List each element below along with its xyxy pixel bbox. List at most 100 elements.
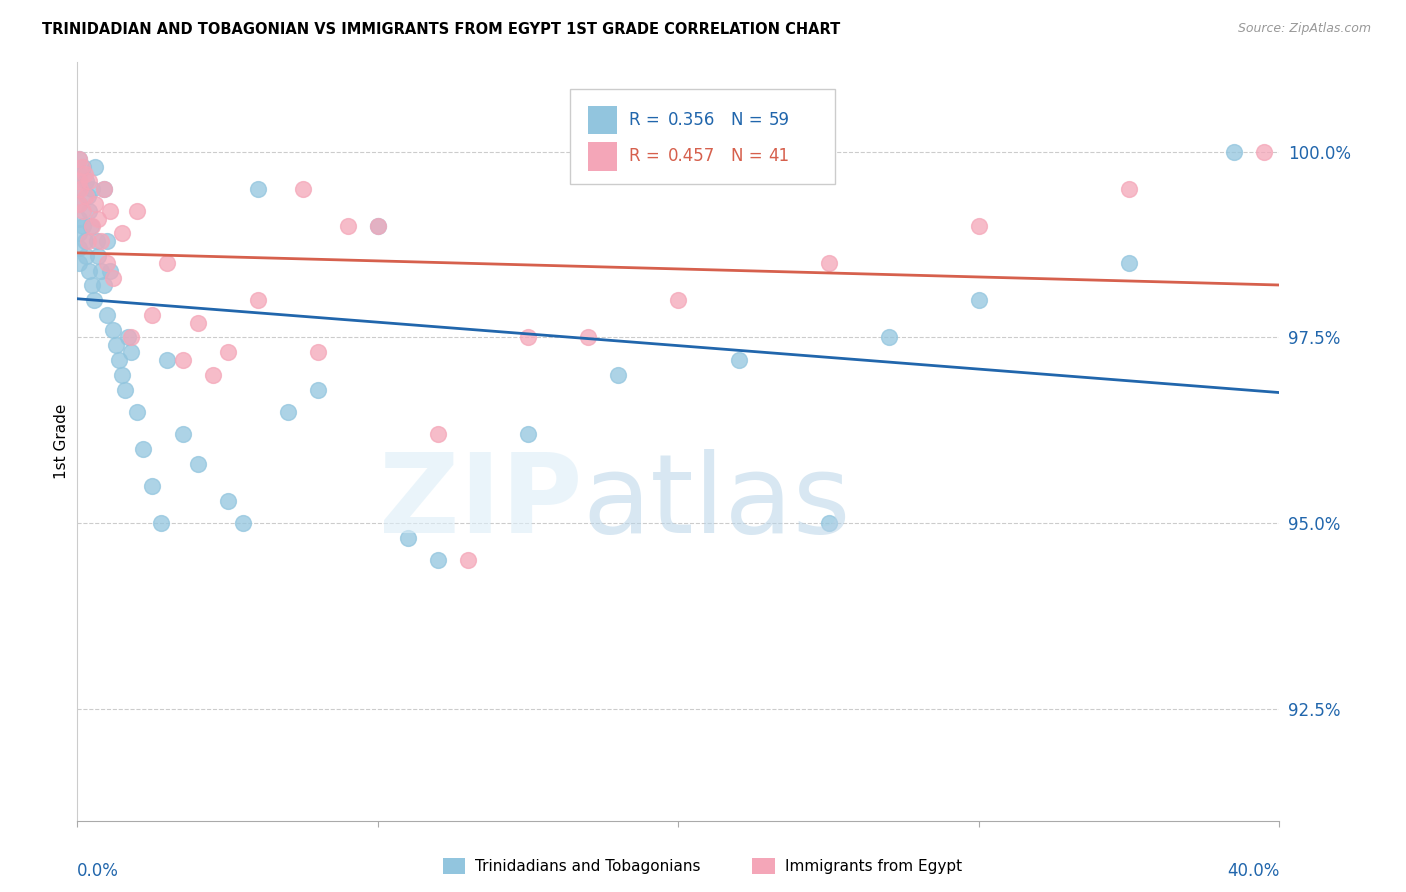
Point — [80, 219, 103, 233]
Point — [96, 256, 118, 270]
Point — [83, 293, 105, 308]
Point — [186, 316, 209, 330]
Point — [367, 219, 389, 233]
Point — [156, 352, 179, 367]
Point — [967, 219, 990, 233]
Point — [120, 345, 142, 359]
Point — [291, 182, 314, 196]
Point — [87, 211, 110, 226]
Point — [103, 323, 125, 337]
Point — [67, 196, 90, 211]
Point — [1223, 145, 1246, 159]
Text: Source: ZipAtlas.com: Source: ZipAtlas.com — [1237, 22, 1371, 36]
Point — [67, 196, 90, 211]
Text: N =: N = — [731, 147, 768, 165]
Point — [277, 405, 299, 419]
Point — [103, 271, 125, 285]
Point — [114, 383, 136, 397]
Point — [82, 278, 104, 293]
Bar — [588, 142, 617, 171]
Text: 40.0%: 40.0% — [1227, 863, 1279, 880]
Point — [67, 152, 90, 166]
Point — [877, 330, 900, 344]
Point — [70, 160, 93, 174]
Point — [93, 278, 115, 293]
Point — [87, 249, 110, 263]
Point — [82, 182, 104, 196]
Point — [817, 256, 839, 270]
Point — [67, 256, 90, 270]
Point — [307, 383, 329, 397]
Point — [336, 219, 359, 233]
Point — [427, 427, 450, 442]
Point — [100, 204, 122, 219]
Point — [172, 352, 194, 367]
Point — [156, 256, 179, 270]
Point — [67, 182, 90, 196]
Point — [246, 182, 269, 196]
Text: N =: N = — [731, 112, 768, 129]
Point — [427, 553, 450, 567]
Point — [67, 152, 90, 166]
Point — [90, 234, 112, 248]
Point — [396, 531, 419, 545]
Point — [967, 293, 990, 308]
Text: 59: 59 — [769, 112, 790, 129]
Point — [72, 219, 94, 233]
Point — [576, 330, 599, 344]
Point — [100, 263, 122, 277]
Point — [79, 174, 101, 188]
Point — [457, 553, 479, 567]
Point — [1253, 145, 1275, 159]
Point — [111, 227, 134, 241]
Point — [73, 167, 96, 181]
Point — [607, 368, 630, 382]
Point — [141, 308, 163, 322]
Point — [82, 219, 104, 233]
Point — [96, 308, 118, 322]
Point — [93, 182, 115, 196]
Point — [79, 204, 101, 219]
Point — [172, 427, 194, 442]
Text: TRINIDADIAN AND TOBAGONIAN VS IMMIGRANTS FROM EGYPT 1ST GRADE CORRELATION CHART: TRINIDADIAN AND TOBAGONIAN VS IMMIGRANTS… — [42, 22, 841, 37]
Point — [307, 345, 329, 359]
Point — [217, 494, 239, 508]
Text: R =: R = — [628, 147, 665, 165]
Point — [73, 234, 96, 248]
Point — [120, 330, 142, 344]
Point — [93, 182, 115, 196]
Point — [141, 479, 163, 493]
Text: 0.0%: 0.0% — [77, 863, 120, 880]
Point — [727, 352, 749, 367]
Point — [201, 368, 224, 382]
Y-axis label: 1st Grade: 1st Grade — [53, 404, 69, 479]
Bar — [588, 105, 617, 135]
Point — [75, 174, 97, 188]
Point — [90, 263, 112, 277]
Text: Trinidadians and Tobagonians: Trinidadians and Tobagonians — [475, 859, 700, 873]
Point — [67, 174, 90, 188]
Point — [367, 219, 389, 233]
Point — [817, 516, 839, 531]
Point — [217, 345, 239, 359]
Point — [67, 227, 90, 241]
Point — [127, 405, 149, 419]
Point — [67, 211, 90, 226]
Point — [75, 189, 97, 203]
Text: 0.457: 0.457 — [668, 147, 714, 165]
Point — [246, 293, 269, 308]
Point — [117, 330, 139, 344]
Text: 41: 41 — [769, 147, 790, 165]
Text: R =: R = — [628, 112, 665, 129]
Point — [72, 160, 94, 174]
Point — [517, 427, 540, 442]
Point — [668, 293, 690, 308]
Point — [86, 234, 108, 248]
Point — [108, 352, 131, 367]
Point — [75, 249, 97, 263]
Point — [84, 196, 107, 211]
Point — [72, 204, 94, 219]
Point — [1118, 182, 1140, 196]
Point — [76, 189, 98, 203]
Point — [79, 263, 101, 277]
